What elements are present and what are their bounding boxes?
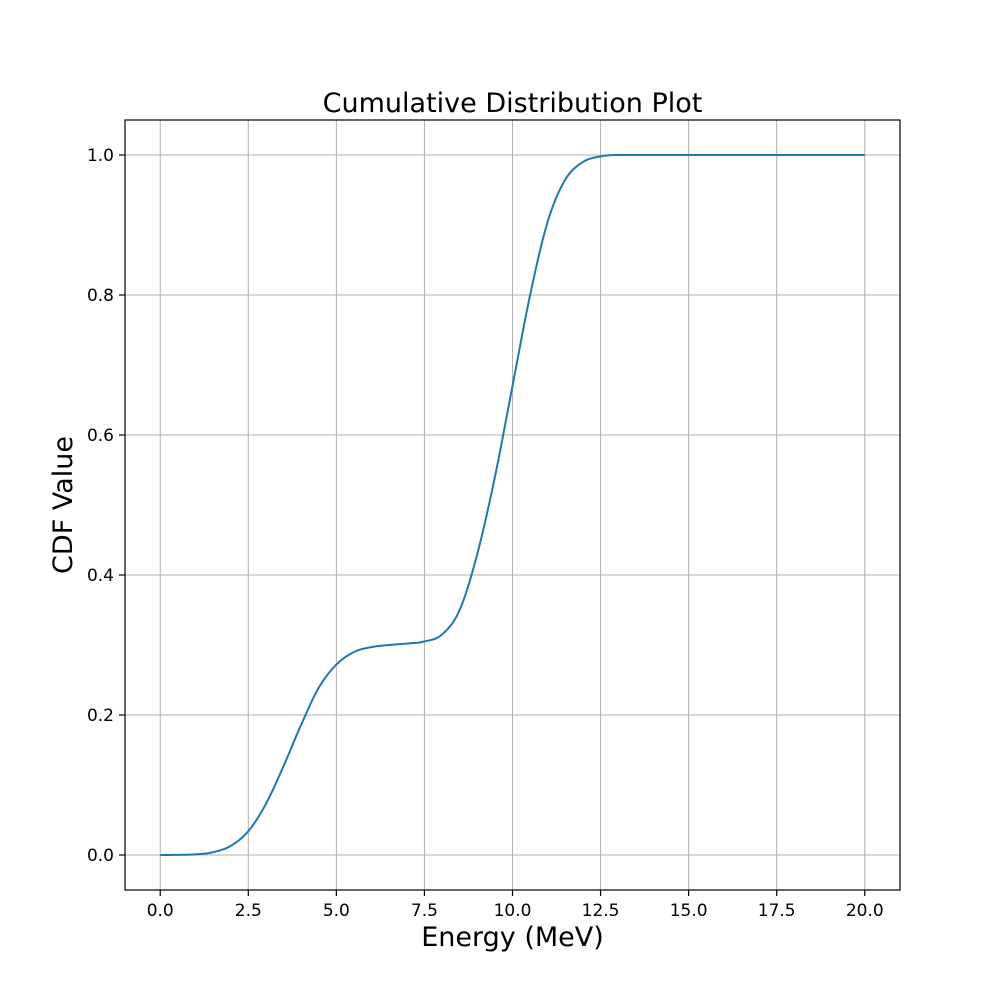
chart-title: Cumulative Distribution Plot — [323, 88, 703, 119]
y-axis-label: CDF Value — [48, 436, 79, 574]
y-tick-label: 0.8 — [87, 286, 114, 306]
x-tick-label: 0.0 — [147, 901, 174, 921]
x-tick-label: 2.5 — [235, 901, 262, 921]
y-tick-label: 0.4 — [87, 566, 114, 586]
series-layer — [160, 154, 865, 856]
y-tick-label: 0.0 — [87, 846, 114, 866]
x-axis-label: Energy (MeV) — [421, 922, 604, 953]
x-tick-label: 12.5 — [582, 901, 620, 921]
x-tick-label: 20.0 — [846, 901, 884, 921]
y-tick-label: 1.0 — [87, 146, 114, 166]
x-tick-label: 10.0 — [494, 901, 532, 921]
grid — [125, 120, 900, 890]
x-tick-label: 17.5 — [758, 901, 796, 921]
x-axis-ticks: 0.0 2.5 5.0 7.5 10.0 12.5 15.0 17.5 20.0 — [147, 890, 884, 921]
x-tick-label: 5.0 — [323, 901, 350, 921]
x-tick-label: 7.5 — [411, 901, 438, 921]
y-axis-ticks: 0.0 0.2 0.4 0.6 0.8 1.0 — [87, 146, 125, 866]
y-tick-label: 0.2 — [87, 706, 114, 726]
y-tick-label: 0.6 — [87, 426, 114, 446]
x-tick-label: 15.0 — [670, 901, 708, 921]
cdf-series-line — [160, 154, 865, 856]
